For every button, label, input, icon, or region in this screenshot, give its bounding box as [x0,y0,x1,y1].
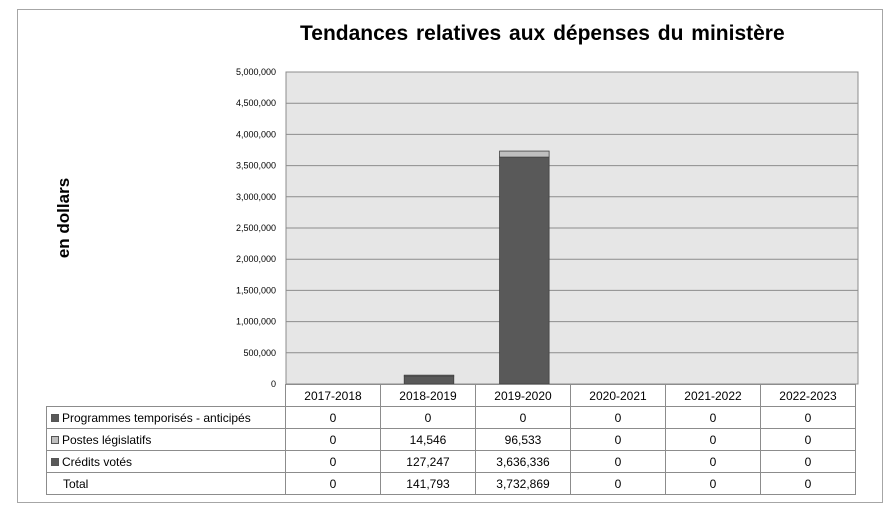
legend-key-icon [51,436,59,445]
table-cell: 3,636,336 [475,450,571,473]
y-tick-label: 3,500,000 [236,161,276,171]
table-cell: 0 [760,428,856,451]
table-row: Crédits votés 0 127,247 3,636,336 0 0 0 [46,450,856,473]
y-tick-label: 3,000,000 [236,192,276,202]
table-cell: 0 [570,472,666,495]
table-cell: 0 [285,472,381,495]
table-row: Postes législatifs 0 14,546 96,533 0 0 0 [46,428,856,451]
y-tick-label: 1,000,000 [236,317,276,327]
category-header: 2021-2022 [665,384,761,407]
bar [499,150,550,158]
corner-cell [46,384,286,407]
y-tick-label: 2,500,000 [236,223,276,233]
y-tick-label: 4,000,000 [236,129,276,139]
table-cell: 3,732,869 [475,472,571,495]
table-cell: 0 [285,428,381,451]
y-tick-label: 2,000,000 [236,254,276,264]
series-label: Programmes temporisés - anticipés [46,406,286,429]
table-cell: 0 [760,472,856,495]
table-cell: 0 [665,428,761,451]
data-table: 2017-2018 2018-2019 2019-2020 2020-2021 … [46,384,856,495]
table-cell: 0 [760,450,856,473]
table-cell: 0 [665,472,761,495]
category-header: 2017-2018 [285,384,381,407]
series-name: Postes législatifs [62,432,152,447]
table-cell: 14,546 [380,428,476,451]
total-name: Total [63,476,89,491]
table-cell: 0 [665,450,761,473]
y-tick-label: 4,500,000 [236,98,276,108]
table-row: Programmes temporisés - anticipés 0 0 0 … [46,406,856,429]
y-tick-label: 500,000 [243,348,276,358]
table-cell: 0 [665,406,761,429]
category-header: 2022-2023 [760,384,856,407]
table-cell: 141,793 [380,472,476,495]
header-row: 2017-2018 2018-2019 2019-2020 2020-2021 … [46,384,856,407]
table-cell: 0 [570,450,666,473]
table-cell: 0 [570,428,666,451]
series-name: Crédits votés [62,454,133,469]
table-cell: 0 [285,450,381,473]
table-row-total: Total 0 141,793 3,732,869 0 0 0 [46,472,856,495]
table-cell: 0 [285,406,381,429]
table-cell: 0 [570,406,666,429]
table-cell: 96,533 [475,428,571,451]
bars [403,150,550,385]
bar [403,374,455,377]
table-cell: 127,247 [380,450,476,473]
y-tick-labels: 0 500,000 1,000,000 1,500,000 2,000,000 2,500… [236,67,276,389]
table-cell: 0 [760,406,856,429]
y-tick-label: 5,000,000 [236,67,276,77]
bar [403,375,455,385]
y-tick-label: 1,500,000 [236,285,276,295]
series-label: Postes législatifs [46,428,286,451]
category-header: 2019-2020 [475,384,571,407]
legend-key-icon [51,414,59,423]
chart-title: Tendances relatives aux dépenses du mini… [300,22,785,45]
table-cell: 0 [475,406,571,429]
bar [499,156,550,385]
category-header: 2018-2019 [380,384,476,407]
y-tick-label: 0 [271,379,276,389]
legend-key-icon [51,458,59,467]
total-label: Total [46,472,286,495]
series-label: Crédits votés [46,450,286,473]
category-header: 2020-2021 [570,384,666,407]
series-name: Programmes temporisés - anticipés [62,410,251,425]
table-cell: 0 [380,406,476,429]
